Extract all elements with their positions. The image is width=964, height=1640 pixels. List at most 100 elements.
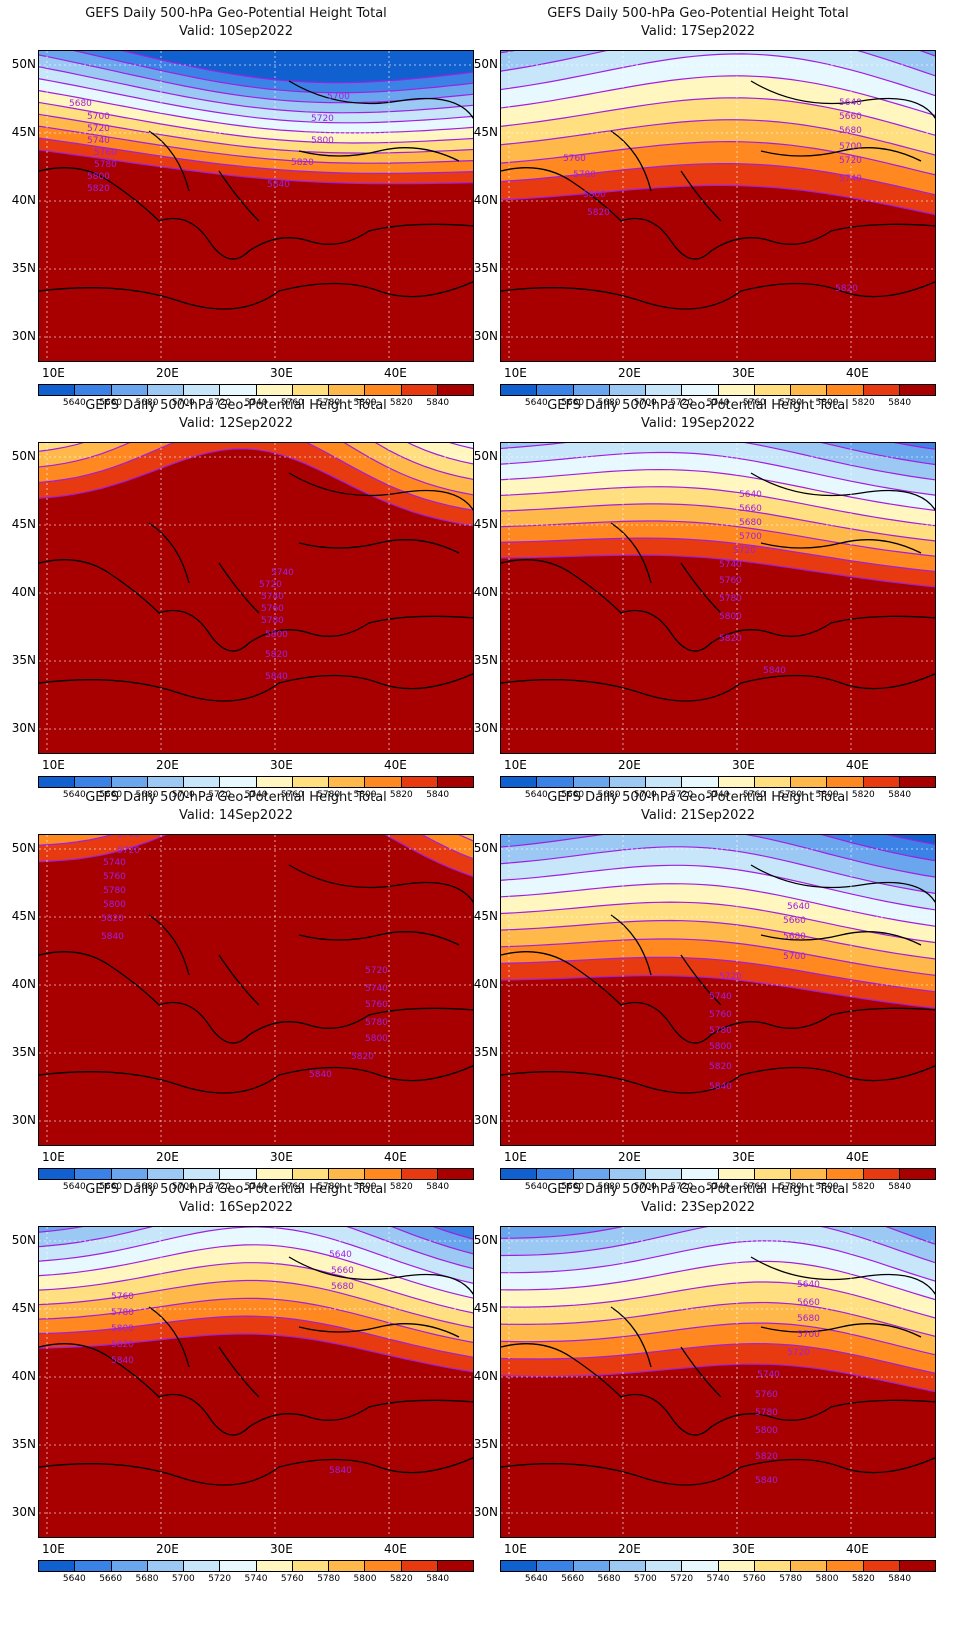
latitude-label: 30N [473, 1505, 498, 1519]
longitude-label: 20E [156, 1542, 179, 1556]
longitude-label: 40E [846, 366, 869, 380]
contour-label: 5800 [311, 136, 334, 146]
colorbar-tick-label: 5680 [135, 398, 159, 408]
latitude-label: 30N [473, 1113, 498, 1127]
colorbar-segment [718, 1169, 755, 1179]
contour-label: 5720 [733, 546, 756, 556]
coastline-border [298, 147, 460, 162]
longitude-label: 20E [618, 1542, 641, 1556]
colorbar-segment [111, 1169, 148, 1179]
latitude-label: 35N [11, 653, 36, 667]
contour-label: 5680 [69, 99, 92, 109]
contour-label: 5820 [587, 208, 610, 218]
colorbar-tick-label: 5640 [524, 1182, 548, 1192]
colorbar-segment [791, 777, 828, 787]
contour-label: 5840 [709, 1082, 732, 1092]
colorbar-segment [754, 385, 791, 395]
longitude-label: 30E [270, 366, 293, 380]
contour-label: 5780 [94, 160, 117, 170]
longitude-label: 40E [846, 1150, 869, 1164]
colorbar [38, 1560, 474, 1572]
colorbar-segment [863, 1169, 900, 1179]
colorbar-tick-label: 5820 [851, 398, 875, 408]
coastline-border [298, 539, 460, 554]
colorbar-segment [609, 1169, 646, 1179]
contour-label: 5660 [839, 112, 862, 122]
colorbar-segment [827, 1561, 864, 1571]
geopotential-map: 5740 5720 5740 5760 5780 5800 5820 5840 [38, 442, 474, 754]
colorbar-segment [256, 777, 293, 787]
contour-line [39, 113, 473, 154]
map-panel: GEFS Daily 500-hPa Geo-Potential Height … [0, 396, 474, 801]
colorbar-segment [501, 1169, 538, 1179]
colorbar-segment [682, 1169, 719, 1179]
longitude-label: 30E [732, 1150, 755, 1164]
colorbar-segment [537, 777, 574, 787]
longitude-label: 10E [42, 758, 65, 772]
contour-line [39, 125, 473, 164]
coastline-border [39, 673, 473, 702]
contour-label: 5780 [573, 170, 596, 180]
contour-label: 5840 [763, 666, 786, 676]
coastline-border [501, 281, 935, 310]
colorbar-tick-label: 5740 [706, 398, 730, 408]
colorbar-tick-label: 5660 [99, 1574, 123, 1584]
colorbar-tick-label: 5840 [888, 1182, 912, 1192]
contour-line [501, 53, 935, 97]
latitude-label: 45N [11, 517, 36, 531]
colorbar-segment [682, 385, 719, 395]
colorbar-segment [184, 1169, 221, 1179]
contour-line [501, 140, 935, 176]
latitude-label: 30N [11, 1505, 36, 1519]
contour-label: 5780 [709, 1026, 732, 1036]
contour-line [501, 119, 935, 156]
longitude-label: 30E [270, 758, 293, 772]
longitude-label: 30E [270, 1542, 293, 1556]
colorbar-tick-label: 5740 [706, 1182, 730, 1192]
colorbar-tick-label: 5780 [317, 1574, 341, 1584]
colorbar-tick-label: 5660 [99, 398, 123, 408]
colorbar-segment [718, 385, 755, 395]
panel-title: GEFS Daily 500-hPa Geo-Potential Height … [85, 398, 387, 413]
longitude-label: 30E [732, 366, 755, 380]
colorbar-tick-label: 5720 [208, 1574, 232, 1584]
colorbar-tick-label: 5760 [742, 1574, 766, 1584]
colorbar-segment [863, 777, 900, 787]
contour-line [501, 883, 935, 927]
contour-label: 5680 [783, 932, 806, 942]
contour-label: 5640 [797, 1280, 820, 1290]
latitude-label: 45N [473, 909, 498, 923]
panel-valid-date: Valid: 23Sep2022 [641, 1200, 755, 1215]
colorbar-tick-label: 5720 [208, 790, 232, 800]
colorbar-tick-label: 5800 [815, 1574, 839, 1584]
colorbar-tick-label: 5800 [815, 1182, 839, 1192]
contour-line [501, 468, 935, 512]
colorbar-segment [220, 385, 257, 395]
contour-line [501, 1301, 935, 1337]
coastline-border [288, 864, 473, 904]
coastline-border [148, 130, 260, 222]
latitude-label: 35N [473, 653, 498, 667]
contour-label: 5820 [111, 1340, 134, 1350]
contour-label: 5760 [719, 576, 742, 586]
height-band-fill [501, 51, 935, 96]
contour-line [39, 1315, 473, 1358]
colorbar-tick-label: 5760 [280, 790, 304, 800]
colorbar-segment [754, 1561, 791, 1571]
colorbar-tick-label: 5820 [389, 1574, 413, 1584]
colorbar-segment [365, 385, 402, 395]
colorbar-segment [899, 777, 935, 787]
colorbar-segment [111, 1561, 148, 1571]
contour-label: 5820 [351, 1052, 374, 1062]
colorbar-tick-label: 5720 [670, 1182, 694, 1192]
colorbar-tick-label: 5760 [280, 1574, 304, 1584]
contour-line [501, 486, 935, 527]
coastline-border [298, 931, 460, 946]
height-band-fill [501, 1227, 935, 1245]
height-band-fill [501, 443, 935, 480]
contour-line [39, 101, 473, 144]
contour-label: 5740 [757, 1370, 780, 1380]
colorbar-tick-label: 5700 [171, 790, 195, 800]
longitude-label: 20E [618, 758, 641, 772]
contour-label: 5820 [709, 1062, 732, 1072]
